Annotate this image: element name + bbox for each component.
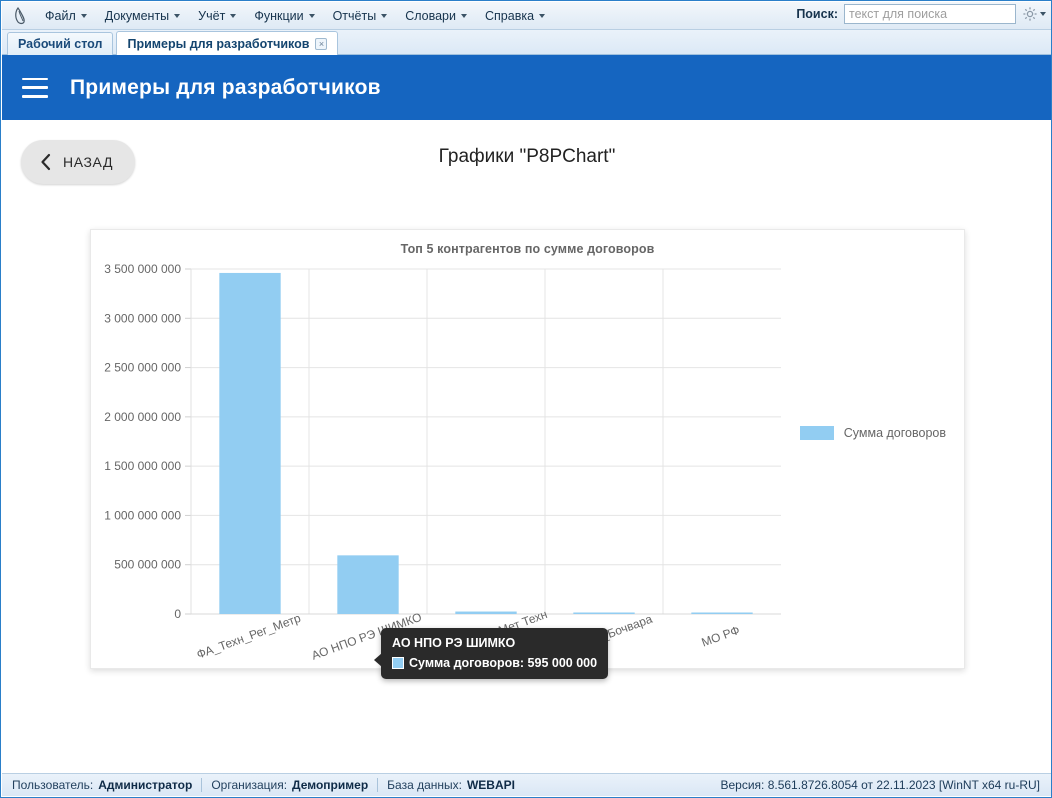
svg-text:1 000 000 000: 1 000 000 000: [104, 508, 181, 522]
app-header: Примеры для разработчиков: [2, 55, 1051, 120]
menu-item-file[interactable]: Файл: [36, 5, 96, 27]
app-header-title: Примеры для разработчиков: [70, 75, 381, 99]
search-input[interactable]: [844, 4, 1016, 24]
menu-item-dictionaries[interactable]: Словари: [396, 5, 476, 27]
back-button-label: НАЗАД: [63, 154, 114, 170]
menu-item-label: Учёт: [198, 8, 226, 23]
menu-item-reports[interactable]: Отчёты: [324, 5, 397, 27]
status-db-value: WEBAPI: [466, 778, 515, 792]
legend-swatch-icon: [799, 426, 834, 440]
menu-item-label: Словари: [405, 8, 456, 23]
tab-developer-examples[interactable]: Примеры для разработчиков ×: [116, 31, 339, 55]
tab-label: Примеры для разработчиков: [127, 36, 310, 51]
menu-item-label: Справка: [485, 8, 535, 23]
status-user: Пользователь: Администратор: [8, 778, 201, 792]
status-bar: Пользователь: Администратор Организация:…: [2, 773, 1051, 796]
search-label: Поиск:: [796, 7, 838, 21]
tooltip-swatch-icon: [392, 657, 404, 669]
chart-card: Топ 5 контрагентов по сумме договоров 0 5…: [90, 229, 965, 679]
bar-chart-svg[interactable]: 0 500 000 000 1 000 000 000 1 500 000 000 2 …: [91, 230, 966, 670]
status-org-value: Демопример: [292, 778, 369, 792]
menu-item-label: Функции: [254, 8, 304, 23]
chart-tooltip: АО НПО РЭ ШИМКО Сумма договоров: 595 000…: [373, 628, 609, 679]
chevron-down-icon: [80, 13, 87, 18]
svg-text:3 500 000 000: 3 500 000 000: [104, 262, 181, 276]
status-version: Версия: 8.561.8726.8054 от 22.11.2023 [W…: [720, 778, 1040, 792]
tooltip-title: АО НПО РЭ ШИМКО: [392, 636, 516, 650]
status-org-key: Организация:: [211, 778, 288, 792]
status-divider: [377, 778, 379, 792]
chart-title: Топ 5 контрагентов по сумме договоров: [400, 242, 655, 256]
status-user-value: Администратор: [98, 778, 193, 792]
status-db-key: База данных:: [387, 778, 462, 792]
search-area: Поиск:: [796, 4, 1048, 24]
search-settings-button[interactable]: [1022, 6, 1048, 22]
chevron-left-icon: [41, 153, 51, 171]
svg-text:2 500 000 000: 2 500 000 000: [104, 361, 181, 375]
tab-strip: Рабочий стол Примеры для разработчиков ×: [2, 30, 1051, 55]
chevron-down-icon: [230, 13, 237, 18]
tab-label: Рабочий стол: [18, 37, 103, 51]
pen-logo-icon: [6, 3, 36, 29]
tab-desktop[interactable]: Рабочий стол: [7, 32, 114, 55]
svg-text:3 000 000 000: 3 000 000 000: [104, 311, 181, 325]
svg-text:ФА_Техн_Рег_Метр: ФА_Техн_Рег_Метр: [195, 611, 303, 662]
status-organization: Организация: Демопример: [202, 778, 377, 792]
status-database: База данных: WEBAPI: [378, 778, 524, 792]
hamburger-icon[interactable]: [22, 77, 48, 98]
back-button[interactable]: НАЗАД: [21, 140, 136, 184]
chevron-down-icon: [381, 13, 388, 18]
tooltip-value: Сумма договоров: 595 000 000: [409, 656, 598, 670]
menu-item-label: Документы: [104, 8, 170, 23]
svg-text:1 500 000 000: 1 500 000 000: [104, 459, 181, 473]
menu-item-label: Файл: [45, 8, 76, 23]
menu-item-functions[interactable]: Функции: [245, 5, 323, 27]
menu-item-documents[interactable]: Документы: [96, 5, 189, 27]
svg-text:0: 0: [174, 607, 181, 621]
menu-item-accounting[interactable]: Учёт: [189, 5, 245, 27]
chevron-down-icon: [174, 13, 181, 18]
svg-text:2 000 000 000: 2 000 000 000: [104, 410, 181, 424]
status-divider: [201, 778, 203, 792]
chevron-down-icon: [461, 13, 467, 18]
gear-icon: [1023, 7, 1037, 21]
status-user-key: Пользователь:: [12, 778, 94, 792]
main-menu-bar: Файл Документы Учёт Функции Отчёты Слова…: [2, 2, 1051, 30]
chart-plot-area: 0 500 000 000 1 000 000 000 1 500 000 000 2 …: [91, 230, 964, 668]
menu-item-help[interactable]: Справка: [476, 5, 554, 27]
chevron-down-icon: [539, 13, 546, 18]
close-icon[interactable]: ×: [315, 37, 328, 50]
chart-legend[interactable]: Сумма договоров: [799, 426, 946, 440]
content-area: НАЗАД Графики "P8PChart" Топ 5 контраген…: [2, 120, 1051, 774]
menu-items-list: Файл Документы Учёт Функции Отчёты Слова…: [36, 2, 554, 29]
page-title: Графики "P8PChart": [438, 146, 616, 167]
svg-text:МО РФ: МО РФ: [700, 623, 742, 650]
svg-text:500 000 000: 500 000 000: [114, 558, 181, 572]
chevron-down-icon: [308, 13, 315, 18]
legend-label: Сумма договоров: [843, 426, 946, 440]
menu-item-label: Отчёты: [332, 8, 377, 23]
chevron-down-icon: [1040, 12, 1046, 16]
tooltip-row: Сумма договоров: 595 000 000: [392, 656, 597, 670]
